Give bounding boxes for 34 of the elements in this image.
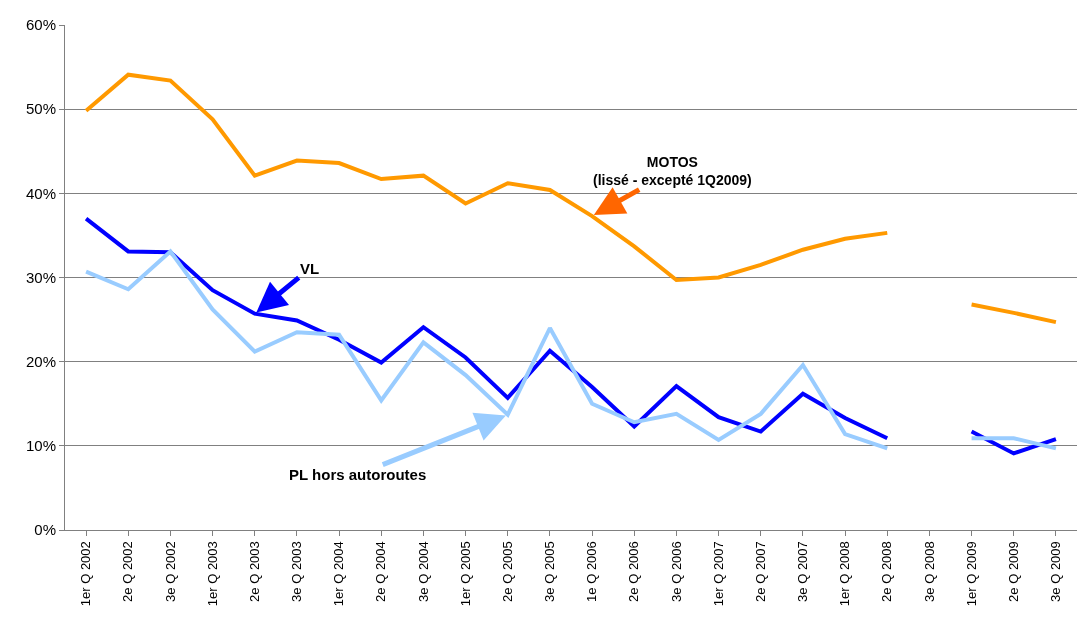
x-tick-label: 3e Q 2004 <box>415 541 431 602</box>
x-tick-label: 3e Q 2009 <box>1048 541 1064 602</box>
x-tick-label: 3e Q 2002 <box>162 541 178 602</box>
x-tick-label: 2e Q 2008 <box>879 541 895 602</box>
x-tick-label: 3e Q 2007 <box>795 541 811 602</box>
y-tick-label: 20% <box>25 352 56 370</box>
x-tick-label: 2e Q 2006 <box>626 541 642 602</box>
text: PL hors autoroutes <box>289 466 427 483</box>
x-tick-label: 1er Q 2007 <box>710 541 726 607</box>
x-tick-label: 1er Q 2005 <box>457 541 473 607</box>
x-tick-label: 2e Q 2005 <box>499 541 515 602</box>
x-tick-label: 2e Q 2007 <box>752 541 768 602</box>
x-tick-label: 1e Q 2006 <box>584 541 600 602</box>
y-tick-label: 60% <box>25 16 56 34</box>
x-tick-label: 2e Q 2003 <box>246 541 262 602</box>
x-tick-label: 2e Q 2002 <box>120 541 136 602</box>
x-tick-label: 1er Q 2008 <box>837 541 853 607</box>
y-tick-label: 30% <box>25 268 56 286</box>
y-tick-label: 0% <box>34 521 56 539</box>
x-tick-label: 3e Q 2008 <box>921 541 937 602</box>
x-tick-label: 3e Q 2006 <box>668 541 684 602</box>
x-tick-label: 1er Q 2002 <box>78 541 94 607</box>
x-tick-label: 2e Q 2004 <box>373 541 389 602</box>
x-tick-label: 3e Q 2005 <box>542 541 558 602</box>
x-tick-label: 1er Q 2009 <box>963 541 979 607</box>
y-tick-label: 40% <box>25 184 56 202</box>
x-tick-label: 2e Q 2009 <box>1005 541 1021 602</box>
y-tick-label: 10% <box>25 437 56 455</box>
x-tick-label: 1er Q 2004 <box>331 541 347 607</box>
series-label: MOTOS (lissé - excepté 1Q2009) <box>593 154 752 189</box>
x-tick-label: 1er Q 2003 <box>204 541 220 607</box>
text: VL <box>300 260 320 277</box>
y-tick-label: 50% <box>25 100 56 118</box>
x-tick-label: 3e Q 2003 <box>289 541 305 602</box>
